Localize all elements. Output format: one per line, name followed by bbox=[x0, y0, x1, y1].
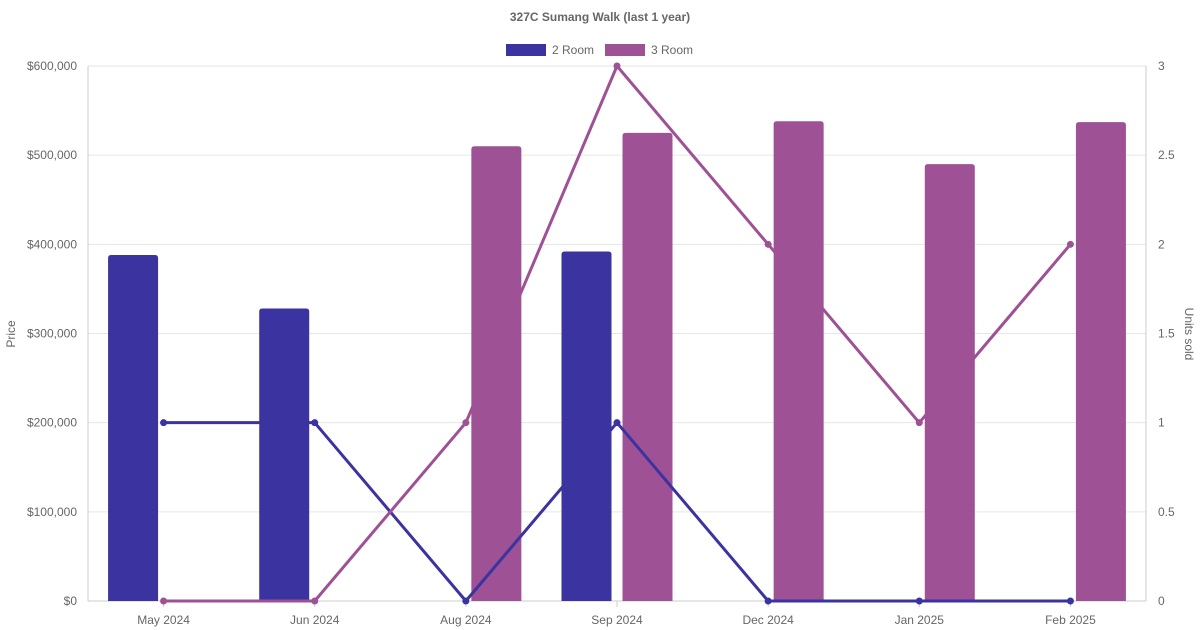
y-tick-label: $200,000 bbox=[27, 416, 77, 430]
x-tick-label: Jun 2024 bbox=[290, 613, 340, 627]
y2-tick-label: 2 bbox=[1158, 237, 1165, 251]
point-3-room-units bbox=[462, 419, 470, 427]
bar-2-room bbox=[561, 251, 612, 601]
x-tick-label: Feb 2025 bbox=[1045, 613, 1096, 627]
point-3-room-units bbox=[160, 597, 168, 605]
bar-3-room bbox=[924, 164, 975, 602]
y-tick-label: $100,000 bbox=[27, 505, 77, 519]
point-2-room-units bbox=[613, 419, 621, 427]
legend-swatch-3-room bbox=[605, 44, 645, 56]
bars bbox=[108, 121, 1126, 602]
y-tick-label: $600,000 bbox=[27, 59, 77, 73]
legend-label-2-room[interactable]: 2 Room bbox=[552, 43, 594, 57]
y2-tick-label: 3 bbox=[1158, 59, 1165, 73]
point-2-room-units bbox=[311, 419, 319, 427]
point-2-room-units bbox=[462, 597, 470, 605]
x-tick-label: May 2024 bbox=[137, 613, 190, 627]
y-axis-title: Price bbox=[4, 320, 18, 348]
point-2-room-units bbox=[1066, 597, 1074, 605]
point-3-room-units bbox=[311, 597, 319, 605]
x-tick-label: Sep 2024 bbox=[591, 613, 643, 627]
bar-3-room bbox=[622, 132, 673, 601]
y2-axis-title: Units sold bbox=[1182, 308, 1196, 361]
x-tick-label: Jan 2025 bbox=[895, 613, 945, 627]
legend[interactable]: 2 Room 3 Room bbox=[506, 43, 693, 57]
y-tick-label: $500,000 bbox=[27, 148, 77, 162]
x-tick-label: Dec 2024 bbox=[742, 613, 794, 627]
bar-3-room bbox=[471, 146, 522, 601]
legend-label-3-room[interactable]: 3 Room bbox=[651, 43, 693, 57]
ticks: $0 $100,000 $200,000 $300,000 $400,000 $500,0… bbox=[27, 59, 1175, 627]
y2-tick-label: 0 bbox=[1158, 594, 1165, 608]
point-3-room-units bbox=[915, 419, 923, 427]
x-tick-label: Aug 2024 bbox=[440, 613, 492, 627]
chart-title: 327C Sumang Walk (last 1 year) bbox=[510, 10, 690, 24]
bar-3-room bbox=[773, 121, 824, 602]
y2-tick-label: 0.5 bbox=[1158, 505, 1175, 519]
lines bbox=[160, 62, 1074, 605]
bar-2-room bbox=[108, 255, 159, 602]
y-tick-label: $0 bbox=[64, 594, 78, 608]
point-2-room-units bbox=[915, 597, 923, 605]
point-3-room-units bbox=[1066, 240, 1074, 248]
point-2-room-units bbox=[160, 419, 168, 427]
y2-tick-label: 1 bbox=[1158, 416, 1165, 430]
bar-2-room bbox=[259, 308, 310, 601]
y-tick-label: $300,000 bbox=[27, 327, 77, 341]
point-3-room-units bbox=[613, 62, 621, 70]
grid bbox=[87, 65, 1147, 607]
point-3-room-units bbox=[764, 240, 772, 248]
y-tick-label: $400,000 bbox=[27, 237, 77, 251]
bar-3-room bbox=[1075, 122, 1126, 602]
y2-tick-label: 1.5 bbox=[1158, 327, 1175, 341]
point-2-room-units bbox=[764, 597, 772, 605]
legend-swatch-2-room bbox=[506, 44, 546, 56]
y2-tick-label: 2.5 bbox=[1158, 148, 1175, 162]
